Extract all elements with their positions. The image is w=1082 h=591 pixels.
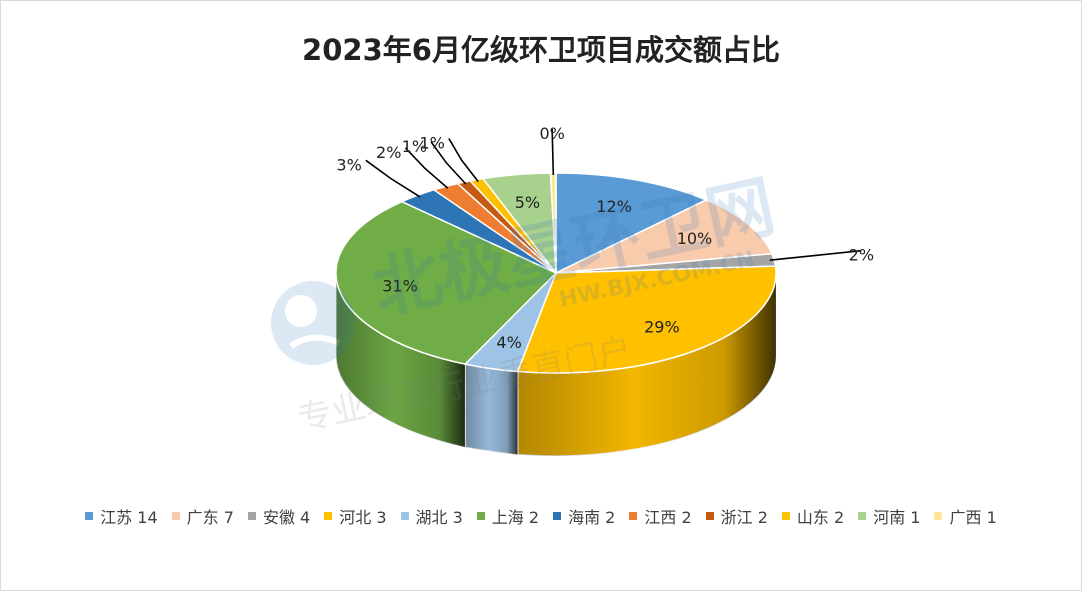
slice-label-6: 3% bbox=[336, 155, 361, 174]
leader-line-6 bbox=[365, 159, 421, 198]
legend-swatch-6 bbox=[553, 512, 562, 520]
slice-label-1: 10% bbox=[677, 229, 713, 248]
slice-label-3: 29% bbox=[644, 318, 680, 337]
legend-swatch-9 bbox=[781, 512, 790, 520]
legend-item-11: 广西 1 bbox=[934, 504, 997, 528]
leader-line-9 bbox=[448, 138, 479, 183]
pie-slice-0 bbox=[555, 172, 708, 275]
legend-label-10: 河南 1 bbox=[873, 508, 921, 527]
legend-label-8: 浙江 2 bbox=[720, 508, 768, 527]
leader-line-7 bbox=[404, 147, 449, 189]
legend-swatch-0 bbox=[85, 512, 94, 520]
watermark-logo-icon bbox=[271, 281, 355, 365]
legend-swatch-11 bbox=[934, 512, 943, 520]
pie-slices bbox=[335, 172, 777, 374]
legend-item-5: 上海 2 bbox=[476, 504, 540, 528]
slice-label-9: 1% bbox=[419, 133, 444, 152]
legend-swatch-1 bbox=[171, 512, 180, 520]
legend-swatch-10 bbox=[858, 512, 867, 520]
pie-side-shade-4 bbox=[465, 364, 518, 455]
pie-side-shade-5 bbox=[336, 273, 466, 448]
legend-item-9: 山东 2 bbox=[781, 504, 845, 528]
legend-item-3: 河北 3 bbox=[324, 504, 387, 528]
legend-label-0: 江苏 14 bbox=[100, 508, 158, 527]
legend-swatch-4 bbox=[400, 512, 409, 520]
leader-lines bbox=[365, 128, 862, 261]
legend-swatch-8 bbox=[705, 512, 714, 520]
chart-legend: 江苏 14 广东 7 安徽 4 河北 3 湖北 3 上海 2 海南 2 江西 2 浙江 2 山东 … bbox=[1, 504, 1081, 528]
legend-item-10: 河南 1 bbox=[858, 504, 920, 528]
legend-item-1: 广东 7 bbox=[171, 504, 234, 528]
legend-item-6: 海南 2 bbox=[553, 504, 615, 528]
legend-label-5: 上海 2 bbox=[491, 508, 540, 527]
leader-line-2 bbox=[769, 249, 862, 261]
legend-label-7: 江西 2 bbox=[644, 508, 692, 527]
slice-label-4: 4% bbox=[496, 333, 521, 352]
chart-title: 2023年6月亿级环卫项目成交额占比 bbox=[302, 33, 780, 67]
pie-slice-1 bbox=[555, 199, 773, 274]
legend-label-4: 湖北 3 bbox=[415, 508, 463, 527]
slice-label-10: 5% bbox=[515, 193, 540, 212]
legend-label-1: 广东 7 bbox=[186, 508, 234, 527]
legend-item-8: 浙江 2 bbox=[705, 504, 768, 528]
legend-label-3: 河北 3 bbox=[339, 508, 387, 527]
legend-label-11: 广西 1 bbox=[949, 508, 997, 527]
legend-label-2: 安徽 4 bbox=[262, 508, 311, 527]
slice-label-0: 12% bbox=[596, 197, 632, 216]
legend-label-6: 海南 2 bbox=[568, 508, 616, 527]
pie-chart: 12%10%2%29%4%31%3%2% 1%1%5%0% 北极星环卫网 HW.B… bbox=[271, 124, 874, 457]
legend-item-4: 湖北 3 bbox=[400, 504, 463, 528]
data-labels: 12%10%2%29%4%31%3%2% 1%1%5%0% bbox=[336, 124, 874, 352]
legend-item-2: 安徽 4 bbox=[247, 504, 311, 528]
slice-label-11: 0% bbox=[539, 124, 564, 143]
legend-item-7: 江西 2 bbox=[629, 504, 692, 528]
legend-item-0: 江苏 14 bbox=[85, 504, 158, 528]
slice-label-7: 2% bbox=[376, 143, 401, 162]
pie-slice-3 bbox=[516, 265, 777, 374]
slice-label-8: 1% bbox=[402, 137, 427, 156]
legend-swatch-5 bbox=[476, 512, 485, 520]
legend-swatch-3 bbox=[324, 512, 333, 520]
legend-swatch-7 bbox=[629, 512, 638, 520]
slice-label-5: 31% bbox=[382, 277, 418, 296]
slice-label-2: 2% bbox=[849, 246, 874, 265]
leader-line-8 bbox=[430, 141, 467, 185]
leader-line-11 bbox=[551, 128, 555, 176]
legend-label-9: 山东 2 bbox=[796, 508, 845, 527]
pie-slice-5 bbox=[335, 200, 558, 365]
legend-swatch-2 bbox=[247, 512, 256, 520]
